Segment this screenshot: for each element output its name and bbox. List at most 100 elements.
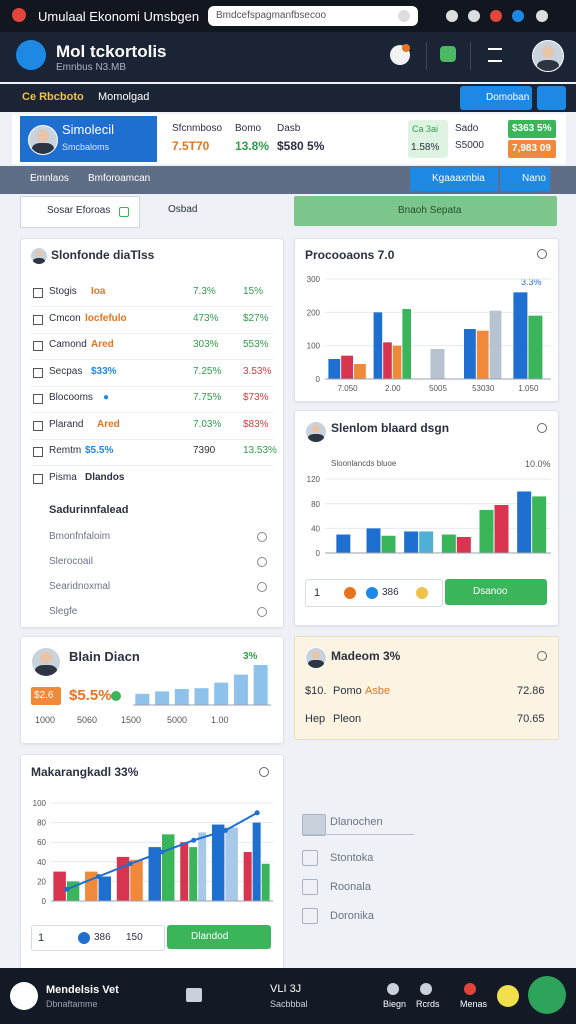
toolbar-button-label: Nano [522, 173, 546, 184]
footer-button[interactable]: Dsanoo [445, 579, 547, 605]
search-field[interactable]: Sosar Eforoas [20, 196, 140, 228]
row-value: 15% [243, 286, 264, 297]
bar [252, 822, 261, 901]
row-label: Hep [305, 713, 326, 725]
side-icon [302, 814, 326, 836]
link-icon [257, 557, 267, 567]
filter-chip[interactable]: Osbad [168, 204, 198, 215]
x-tick-label: 5005 [429, 384, 447, 393]
badge: Ca 3ai 1.58% [408, 120, 448, 158]
toolbar-button-label: Kgaaaxnbia [432, 173, 485, 184]
x-tick-label: 53030 [472, 384, 495, 393]
row-name: Blocooms [49, 392, 93, 403]
avatar-body [35, 665, 57, 676]
bar [253, 665, 268, 705]
row-value: 70.65 [517, 713, 545, 725]
footer-value: 386 [94, 932, 111, 943]
footer-button[interactable]: Dlandod [167, 925, 271, 949]
status-dot [497, 985, 519, 1007]
line-point [254, 810, 260, 816]
row-tag: $33% [91, 365, 117, 377]
bottom-item[interactable]: Rcrds [416, 999, 440, 1009]
side-item[interactable]: Stontoka [330, 852, 374, 864]
bar [494, 505, 509, 553]
y-tick-label: 100 [307, 342, 321, 351]
badge-value: 1.58% [411, 142, 440, 153]
row-divider [31, 306, 273, 307]
axis-label: 1.00 [211, 715, 229, 725]
y-tick-label: 80 [37, 819, 46, 828]
line-point [64, 886, 70, 892]
chart-annotation: 3% [243, 651, 258, 662]
side-item[interactable]: Roonala [330, 881, 371, 893]
header [0, 32, 576, 82]
card-title: Blain Diacn [69, 649, 140, 664]
row-icon [33, 447, 43, 457]
side-item[interactable]: Dlanochen [330, 816, 383, 828]
section-title: Sadurinnfalead [49, 504, 129, 516]
search-box[interactable]: Bmdcefspagmanfbsecoo [208, 6, 418, 26]
row-name: Remtm [49, 445, 82, 456]
list-link[interactable]: Slerocoail [49, 556, 93, 567]
bar [98, 876, 112, 901]
bar [381, 535, 396, 553]
avatar-head [40, 652, 52, 664]
card-title: Slonfonde diaTlss [51, 248, 155, 262]
row-icon [33, 473, 43, 484]
clear-icon [119, 207, 129, 217]
y-tick-label: 40 [311, 524, 320, 533]
divider [470, 42, 471, 70]
line-point [96, 874, 102, 879]
list-link[interactable]: Slegfe [49, 606, 78, 617]
chart-card: Blain Diacn 3% $2.6 $5.5% 1000 5060 1500 5000 1.… [20, 636, 284, 744]
y-tick-label: 0 [316, 549, 321, 557]
bar [517, 491, 532, 553]
bar [404, 531, 419, 553]
avatar-head [37, 130, 49, 142]
row-icon [33, 341, 43, 351]
brand-subtitle: Emnbus N3.MB [56, 62, 127, 73]
avatar-body [308, 434, 324, 442]
chip-label: 7,983 09 [512, 143, 551, 154]
list-link[interactable]: Bmonfnfaloim [49, 531, 111, 542]
footer-count: 1 [314, 587, 321, 599]
bar [214, 682, 229, 705]
status-icon [468, 10, 480, 22]
extra-label: Sado [455, 123, 479, 134]
status-icon [490, 10, 502, 22]
brand: Mol tckortolis [56, 42, 167, 61]
footer-button-label: Dsanoo [473, 586, 508, 597]
toolbar-button[interactable]: Nano [500, 167, 550, 191]
avatar-head [312, 425, 320, 434]
profile-name: Simolecil [62, 122, 115, 137]
bar [130, 859, 143, 901]
bar [135, 693, 150, 705]
nav-tab[interactable]: Ce Rbcboto [22, 91, 84, 103]
action-button[interactable]: Bnaoh Sepata [294, 196, 557, 226]
toolbar-button[interactable]: Kgaaaxnbia [410, 167, 498, 191]
row-icon [33, 314, 43, 325]
link-icon [257, 582, 267, 592]
avatar [30, 247, 48, 265]
help-button[interactable] [528, 976, 566, 1014]
bottom-item[interactable]: Biegn [383, 999, 407, 1009]
side-item[interactable]: Doronika [330, 910, 375, 922]
avatar-body [308, 660, 324, 668]
axis-label: 1000 [35, 715, 56, 725]
x-tick-label: 7.050 [338, 384, 359, 393]
nav-button[interactable]: Domoban [460, 86, 532, 110]
list-link[interactable]: Searidnoxmal [49, 581, 111, 592]
line-point [191, 837, 197, 843]
bottom-item[interactable]: Menas [460, 999, 488, 1009]
line-point [159, 849, 165, 855]
bar [392, 345, 402, 379]
nav-icon-button[interactable] [537, 86, 566, 110]
toolbar-item[interactable]: Emnlaos [30, 173, 69, 184]
link-icon [257, 532, 267, 542]
nav-tab[interactable]: Momolgad [98, 91, 150, 103]
bar [476, 330, 489, 379]
folder-icon [186, 988, 202, 1002]
toolbar-item[interactable]: Bmforoamcan [88, 173, 151, 184]
bar [366, 528, 381, 553]
